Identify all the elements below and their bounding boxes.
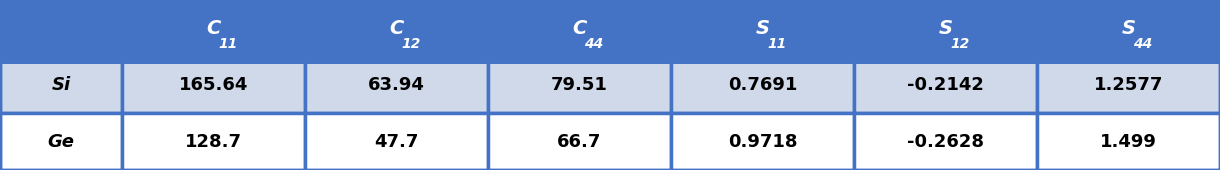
- Bar: [854, 57, 1037, 113]
- Bar: [488, 0, 671, 57]
- Bar: [122, 0, 305, 57]
- Bar: [1037, 0, 1220, 57]
- Text: 44: 44: [1133, 37, 1153, 51]
- Text: 11: 11: [767, 37, 787, 51]
- Bar: [305, 0, 488, 57]
- Bar: [854, 0, 1037, 57]
- Bar: [122, 57, 305, 113]
- Bar: [1037, 113, 1220, 170]
- Text: C: C: [389, 19, 404, 38]
- Bar: [0, 57, 122, 113]
- Text: 11: 11: [218, 37, 238, 51]
- Text: C: C: [572, 19, 587, 38]
- Text: 1.2577: 1.2577: [1094, 76, 1163, 94]
- Text: 12: 12: [401, 37, 421, 51]
- Bar: [305, 57, 488, 113]
- Text: 0.7691: 0.7691: [728, 76, 797, 94]
- Bar: [1037, 57, 1220, 113]
- Text: 0.9718: 0.9718: [728, 133, 797, 151]
- Text: S: S: [938, 19, 953, 38]
- Text: 63.94: 63.94: [368, 76, 425, 94]
- Text: -0.2142: -0.2142: [906, 76, 985, 94]
- Bar: [671, 57, 854, 113]
- Text: 47.7: 47.7: [375, 133, 418, 151]
- Text: 1.499: 1.499: [1100, 133, 1157, 151]
- Bar: [854, 113, 1037, 170]
- Text: 79.51: 79.51: [551, 76, 608, 94]
- Text: S: S: [755, 19, 770, 38]
- Bar: [488, 57, 671, 113]
- Text: Ge: Ge: [48, 133, 74, 151]
- Text: -0.2628: -0.2628: [906, 133, 985, 151]
- Bar: [671, 0, 854, 57]
- Bar: [122, 113, 305, 170]
- Bar: [0, 113, 122, 170]
- Text: 12: 12: [950, 37, 970, 51]
- Text: 44: 44: [584, 37, 604, 51]
- Bar: [305, 113, 488, 170]
- Text: 165.64: 165.64: [179, 76, 248, 94]
- Bar: [671, 113, 854, 170]
- Bar: [0, 0, 122, 57]
- Text: C: C: [206, 19, 221, 38]
- Text: 128.7: 128.7: [185, 133, 242, 151]
- Text: 66.7: 66.7: [558, 133, 601, 151]
- Text: S: S: [1121, 19, 1136, 38]
- Bar: [488, 113, 671, 170]
- Text: Si: Si: [51, 76, 71, 94]
